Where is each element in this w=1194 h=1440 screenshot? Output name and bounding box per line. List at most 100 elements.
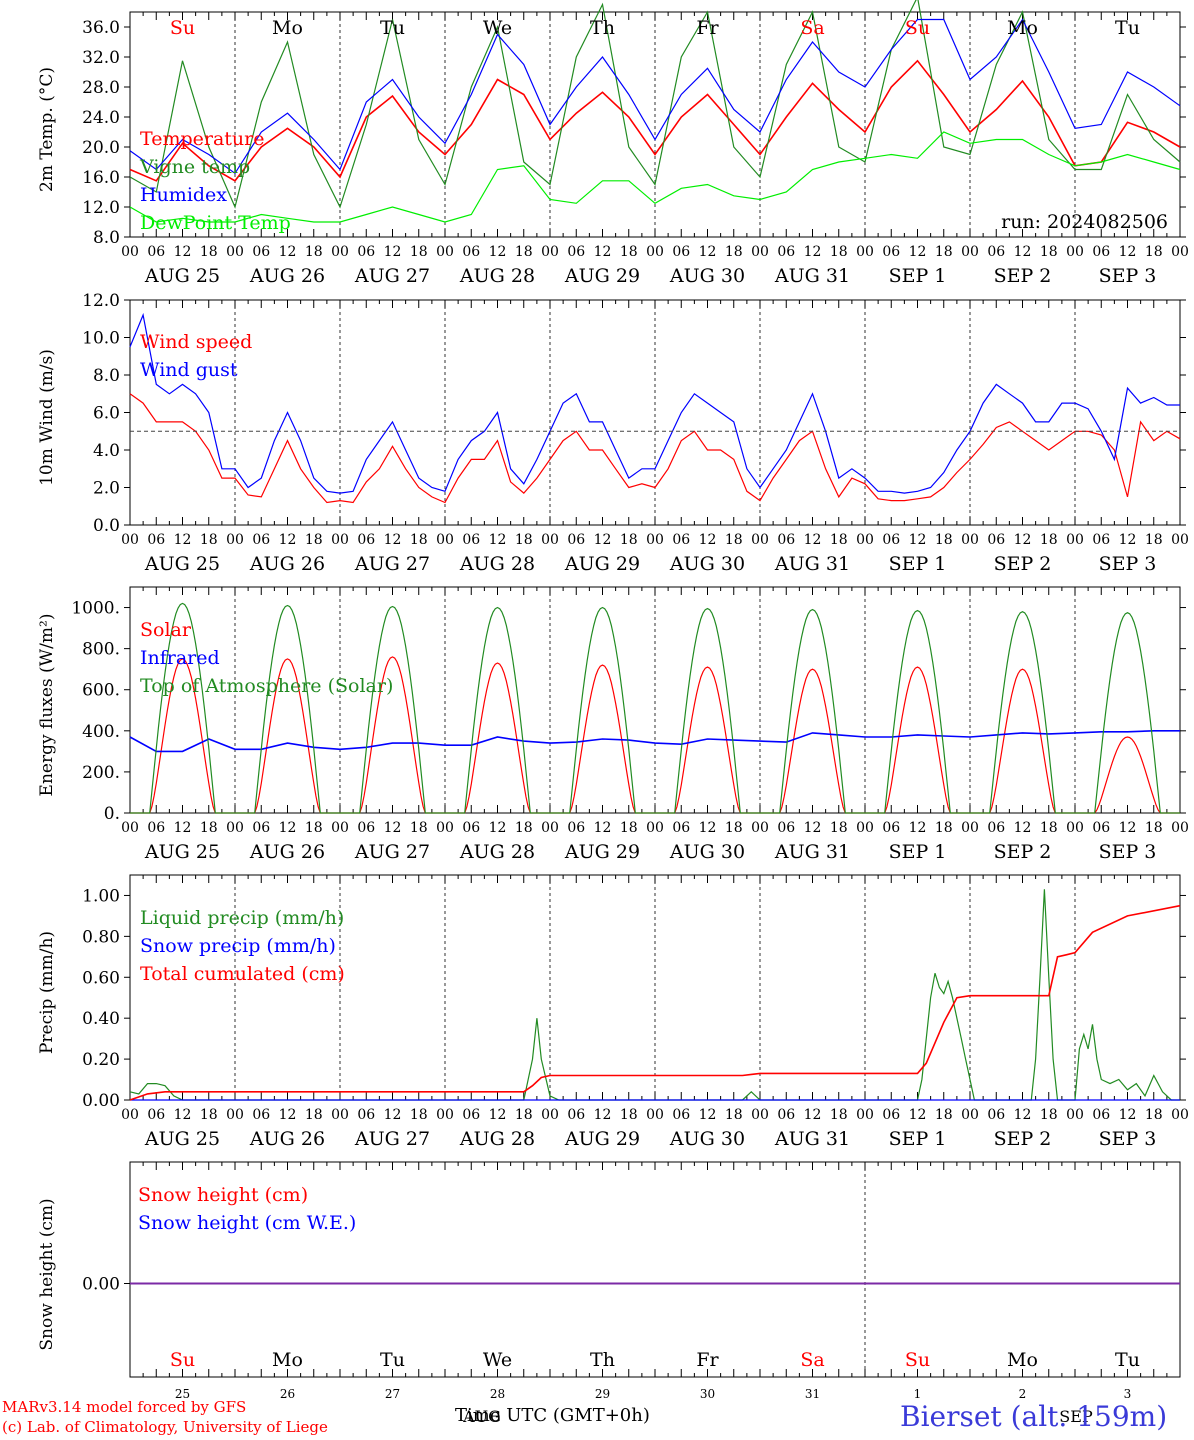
series-line: [129, 889, 1180, 1101]
panel-1: [124, 0, 1186, 238]
hour-tick-label: 12: [1014, 244, 1032, 260]
hour-tick-label: 12: [489, 1107, 507, 1123]
date-label: AUG 28: [459, 265, 535, 287]
day-name: Mo: [272, 1349, 303, 1371]
hour-tick-label: 06: [777, 244, 795, 260]
legend-entry: Snow precip (mm/h): [140, 935, 336, 957]
hour-tick-label: 06: [672, 820, 690, 836]
y-tick-label: 200.: [82, 763, 120, 783]
hour-tick-label: 12: [804, 244, 822, 260]
hour-tick-label: 06: [672, 532, 690, 548]
legend-entry: Humidex: [140, 184, 227, 206]
y-tick-label: 16.0: [82, 168, 120, 188]
panel-4: [124, 874, 1186, 1101]
hour-tick-label: 18: [1040, 820, 1058, 836]
hour-tick-label: 18: [200, 244, 218, 260]
y-tick-label: 0.40: [82, 1009, 120, 1029]
day-name: Su: [905, 17, 930, 39]
hour-tick-label: 12: [909, 1107, 927, 1123]
hour-tick-label: 06: [987, 532, 1005, 548]
hour-tick-label: 18: [935, 244, 953, 260]
y-axis-label: 2m Temp. (°C): [37, 67, 57, 192]
series-line: [129, 730, 1180, 753]
hour-tick-label: 00: [856, 532, 874, 548]
month-label: SEP: [1059, 1407, 1093, 1426]
hour-tick-label: 12: [699, 532, 717, 548]
hour-tick-label: 06: [1092, 820, 1110, 836]
hour-tick-label: 00: [751, 532, 769, 548]
hour-tick-label: 06: [147, 820, 165, 836]
hour-tick-label: 00: [646, 532, 664, 548]
hour-tick-label: 18: [830, 820, 848, 836]
y-tick-label: 8.0: [93, 228, 120, 248]
hour-tick-label: 18: [515, 1107, 533, 1123]
hour-tick-label: 06: [987, 1107, 1005, 1123]
hour-tick-label: 06: [672, 1107, 690, 1123]
date-label: AUG 27: [354, 1128, 430, 1150]
hour-tick-label: 06: [357, 1107, 375, 1123]
hour-tick-label: 06: [987, 244, 1005, 260]
series-line: [129, 393, 1181, 504]
day-name: Tu: [1115, 1349, 1140, 1371]
date-label: AUG 27: [354, 553, 430, 575]
day-name: Mo: [272, 17, 303, 39]
date-label: AUG 29: [564, 841, 640, 863]
hour-tick-label: 06: [462, 1107, 480, 1123]
hour-tick-label: 00: [1171, 1107, 1189, 1123]
legend-entry: DewPoint Temp: [140, 212, 291, 234]
date-label: SEP 1: [889, 553, 947, 575]
hour-tick-label: 00: [331, 1107, 349, 1123]
hour-tick-label: 18: [410, 532, 428, 548]
y-tick-label: 0.00: [82, 1275, 120, 1295]
hour-tick-label: 12: [594, 532, 612, 548]
hour-tick-label: 00: [856, 244, 874, 260]
date-label: AUG 25: [144, 841, 220, 863]
hour-tick-label: 00: [751, 244, 769, 260]
hour-tick-label: 12: [1014, 532, 1032, 548]
date-label: AUG 31: [774, 841, 850, 863]
hour-tick-label: 06: [987, 820, 1005, 836]
hour-tick-label: 12: [279, 244, 297, 260]
hour-tick-label: 12: [909, 820, 927, 836]
date-label: AUG 26: [249, 1128, 325, 1150]
day-name: Mo: [1007, 17, 1038, 39]
y-tick-label: 12.0: [82, 291, 120, 311]
y-tick-label: 400.: [82, 722, 120, 742]
date-label: SEP 1: [889, 1128, 947, 1150]
hour-tick-label: 18: [305, 820, 323, 836]
y-tick-label: 0.20: [82, 1050, 120, 1070]
y-tick-label: 10.0: [82, 329, 120, 349]
hour-tick-label: 00: [331, 244, 349, 260]
hour-tick-label: 06: [567, 820, 585, 836]
hour-tick-label: 18: [725, 1107, 743, 1123]
hour-tick-label: 00: [436, 532, 454, 548]
y-tick-label: 28.0: [82, 78, 120, 98]
hour-tick-label: 00: [751, 1107, 769, 1123]
hour-tick-label: 12: [909, 532, 927, 548]
date-label: AUG 30: [669, 1128, 745, 1150]
hour-tick-label: 18: [1040, 1107, 1058, 1123]
hour-tick-label: 06: [357, 532, 375, 548]
hour-tick-label: 18: [1145, 1107, 1163, 1123]
hour-tick-label: 12: [489, 820, 507, 836]
hour-tick-label: 00: [226, 244, 244, 260]
hour-tick-label: 18: [620, 532, 638, 548]
hour-tick-label: 00: [751, 820, 769, 836]
hour-tick-label: 00: [961, 532, 979, 548]
legend-entry: Temperature: [140, 128, 264, 150]
hour-tick-label: 12: [489, 532, 507, 548]
hour-tick-label: 06: [252, 1107, 270, 1123]
hour-tick-label: 18: [1040, 244, 1058, 260]
day-name: Th: [590, 1349, 615, 1371]
day-number: 31: [805, 1387, 820, 1401]
y-tick-label: 20.0: [82, 138, 120, 158]
day-name: Tu: [1115, 17, 1140, 39]
date-label: AUG 26: [249, 553, 325, 575]
hour-tick-label: 12: [699, 820, 717, 836]
date-label: AUG 26: [249, 265, 325, 287]
legend-entry: Infrared: [140, 647, 220, 669]
y-tick-label: 800.: [82, 640, 120, 660]
hour-tick-label: 18: [935, 820, 953, 836]
hour-tick-label: 06: [462, 820, 480, 836]
hour-tick-label: 12: [174, 820, 192, 836]
